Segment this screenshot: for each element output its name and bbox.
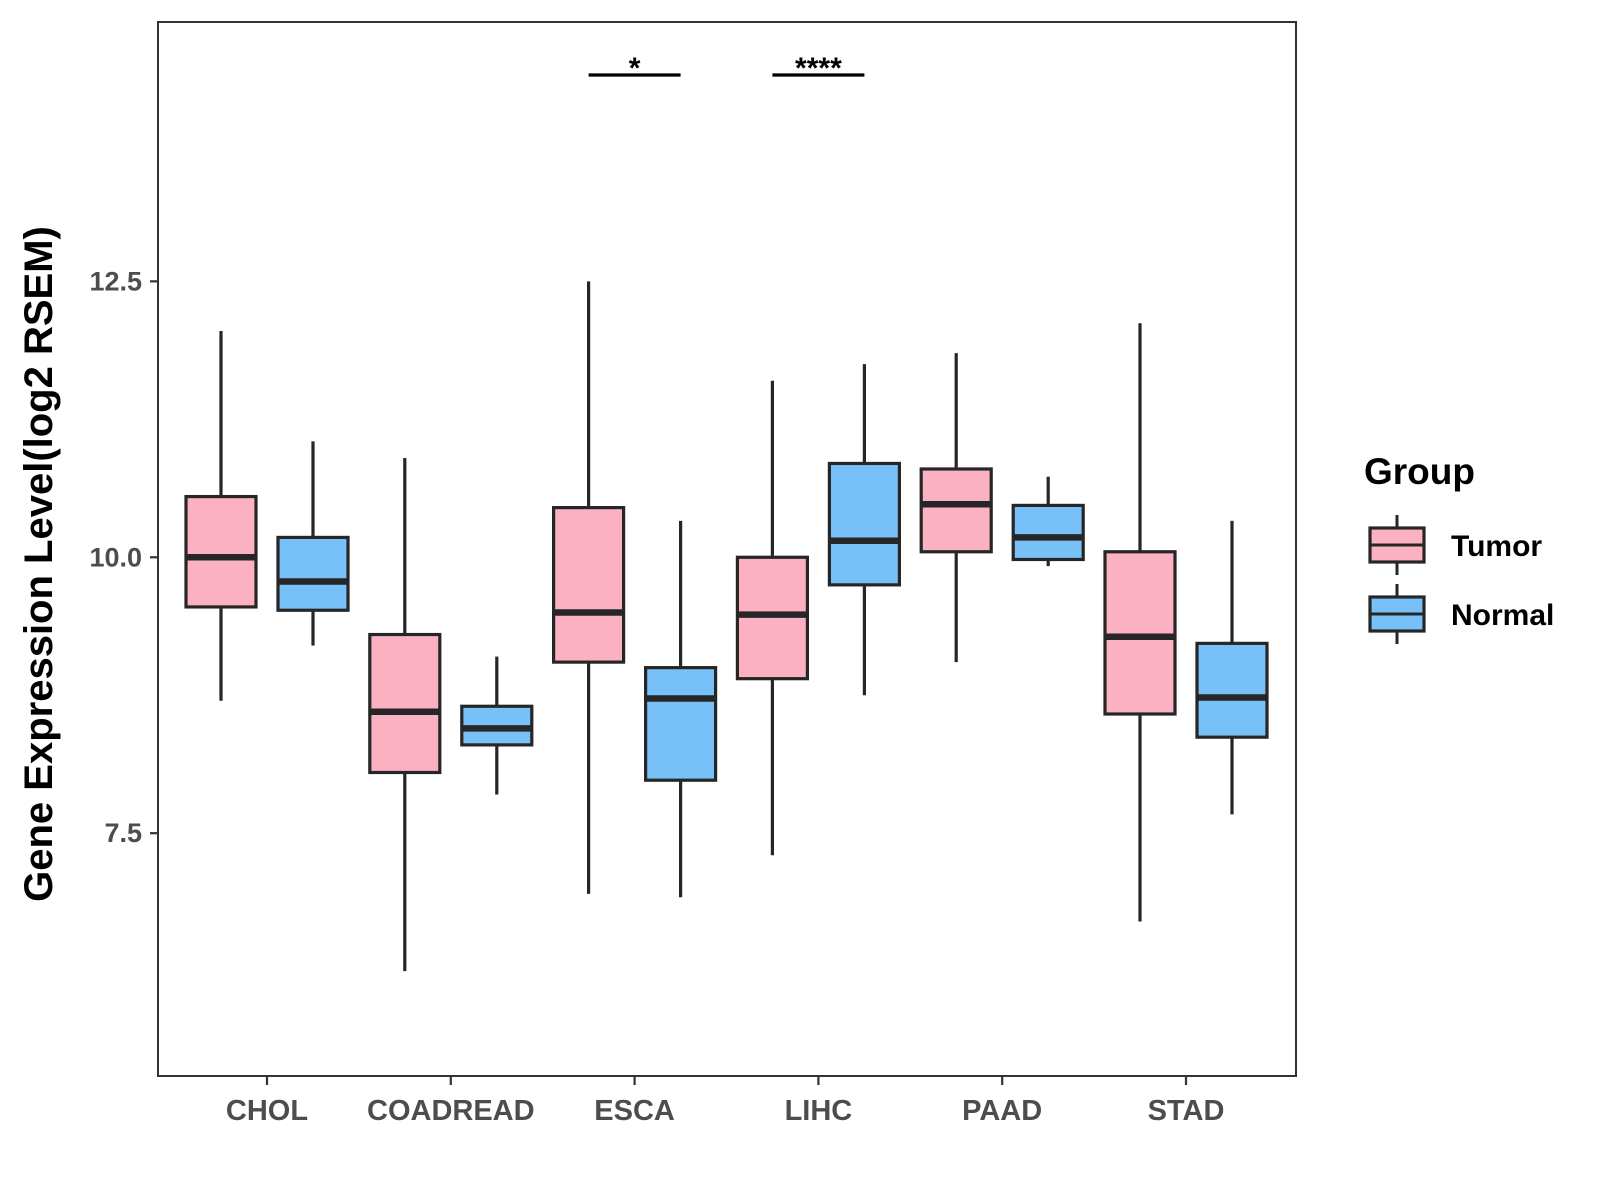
legend-item-normal: Normal xyxy=(1368,584,1554,644)
box-normal-paad xyxy=(1011,476,1085,567)
y-axis-title: Gene Expression Level(log2 RSEM) xyxy=(17,226,61,902)
y-tick-label: 12.5 xyxy=(89,266,142,296)
y-tick-label: 7.5 xyxy=(104,818,142,848)
legend-item-tumor: Tumor xyxy=(1368,515,1542,575)
box-normal-esca xyxy=(643,520,718,898)
legend-title: Group xyxy=(1364,451,1475,492)
box-normal-coadread xyxy=(460,656,534,795)
box-iqr xyxy=(735,555,810,681)
box-tumor-paad xyxy=(919,353,993,663)
significance-label: **** xyxy=(795,52,842,85)
box-iqr xyxy=(1103,550,1177,716)
box-iqr xyxy=(551,506,626,664)
box-normal-lihc xyxy=(827,364,902,696)
x-tick-label: LIHC xyxy=(785,1095,853,1127)
box-normal-stad xyxy=(1195,520,1269,815)
box-tumor-esca xyxy=(551,281,626,894)
box-iqr xyxy=(1195,641,1269,739)
box-tumor-coadread xyxy=(368,457,442,972)
box-iqr xyxy=(643,666,718,782)
significance-lihc: **** xyxy=(772,52,865,85)
plot-area: * **** xyxy=(157,21,1297,1077)
box-iqr xyxy=(184,494,258,609)
axes: 7.5 10.0 12.5 CHOL COADREAD ESCA LIHC PAAD STAD G… xyxy=(17,226,1224,1127)
x-tick-label: COADREAD xyxy=(367,1095,535,1127)
box-tumor-lihc xyxy=(735,380,810,856)
x-tick-label: STAD xyxy=(1148,1095,1225,1127)
legend: Group Tumor Normal xyxy=(1364,451,1554,644)
significance-label: * xyxy=(629,52,641,85)
box-tumor-chol xyxy=(184,331,258,701)
box-tumor-stad xyxy=(1103,323,1177,922)
significance-esca: * xyxy=(588,52,681,85)
box-iqr xyxy=(1011,503,1085,562)
x-tick-label: PAAD xyxy=(962,1095,1042,1127)
box-iqr xyxy=(919,467,993,554)
box-iqr xyxy=(276,535,350,612)
y-tick-label: 10.0 xyxy=(89,542,142,572)
x-tick-label: ESCA xyxy=(594,1095,675,1127)
box-normal-chol xyxy=(276,441,350,646)
x-tick-label: CHOL xyxy=(226,1095,308,1127)
box-iqr xyxy=(827,461,902,587)
legend-label: Normal xyxy=(1451,599,1554,632)
box-iqr xyxy=(368,632,442,775)
legend-label: Tumor xyxy=(1451,530,1542,563)
